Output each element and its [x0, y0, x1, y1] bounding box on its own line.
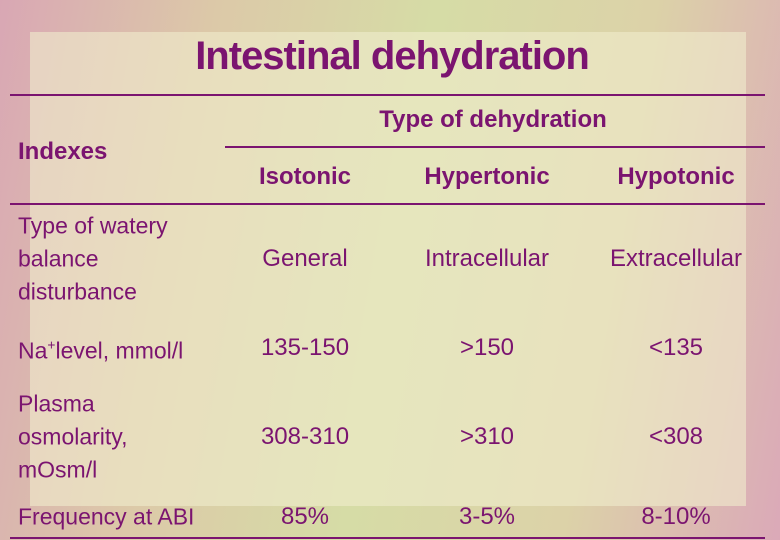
row-label: Frequency at ABI	[18, 501, 218, 534]
label-line: osmolarity,	[18, 423, 128, 450]
cell: <308	[648, 423, 704, 450]
rule	[10, 94, 765, 96]
label-line: Type of watery	[18, 212, 168, 239]
cell: 85%	[280, 503, 330, 530]
cell: 135-150	[260, 334, 350, 361]
cell: 8-10%	[641, 503, 711, 530]
label-sup: +	[47, 337, 56, 353]
title: Intestinal dehydration	[195, 34, 590, 78]
cell: Intracellular	[424, 245, 550, 272]
rule	[10, 203, 765, 205]
cell: 308-310	[260, 423, 350, 450]
label-line: balance	[18, 245, 99, 272]
label-line: Frequency at ABI	[18, 503, 195, 530]
column-header: Hypotonic	[617, 163, 735, 190]
row-label: Plasma osmolarity, mOsm/l	[18, 388, 218, 487]
group-header: Type of dehydration	[379, 106, 607, 133]
row-label: Type of watery balance disturbance	[18, 210, 218, 309]
label-line: Plasma	[18, 390, 95, 417]
label-line: mOsm/l	[18, 456, 98, 483]
cell: >310	[459, 423, 515, 450]
label-line: disturbance	[18, 278, 137, 305]
cell: 3-5%	[458, 503, 516, 530]
cell: General	[262, 245, 348, 272]
column-header: Hypertonic	[424, 163, 550, 190]
rule	[225, 146, 765, 148]
rule	[10, 537, 765, 539]
cell: <135	[648, 334, 704, 361]
panel	[30, 32, 746, 506]
row-label: Na+level, mmol/l	[18, 329, 218, 368]
label-part: Na	[18, 337, 48, 364]
label-part: level, mmol/l	[55, 337, 184, 364]
column-header: Isotonic	[258, 163, 352, 190]
cell: >150	[459, 334, 515, 361]
cell: Extracellular	[609, 245, 743, 272]
index-header: Indexes	[18, 138, 108, 165]
